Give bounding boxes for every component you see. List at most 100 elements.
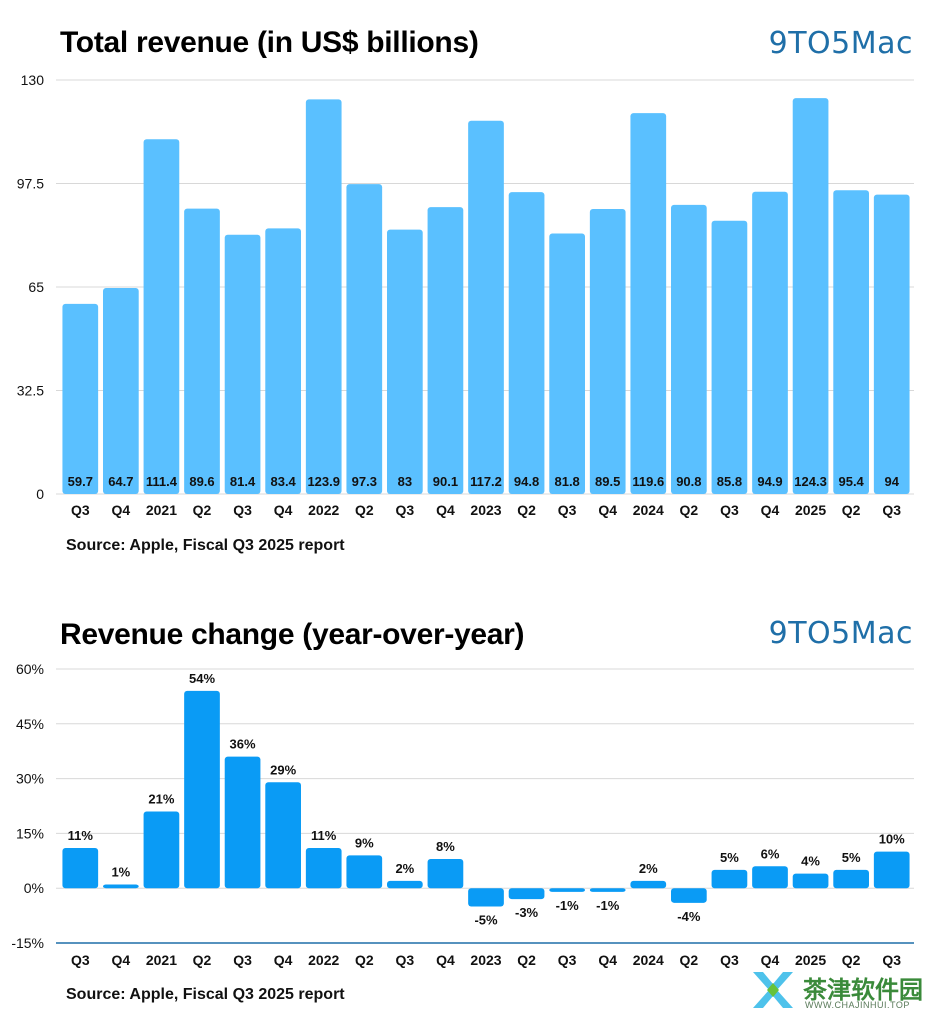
data-label: 81.4 [230,474,256,489]
brand-logo: 9TO5Mac [768,616,913,651]
data-label: 11% [311,828,337,843]
y-tick-label: 32.5 [17,383,44,399]
y-tick-label: 97.5 [17,176,44,192]
x-tick-label: Q3 [71,952,90,968]
data-label: 29% [270,762,296,777]
data-label: 2% [639,861,658,876]
x-tick-label: Q3 [558,502,577,518]
bar [103,287,139,494]
data-label: 83.4 [270,474,296,489]
yoy-bar-chart: -15% 0% 15% 30% 45% 60% 11% Q3 1% Q4 21% 2021 54% Q2 3… [11,661,914,968]
bar [62,848,99,889]
x-tick-label: Q4 [598,952,617,968]
data-label: 81.8 [554,474,579,489]
data-label: 64.7 [108,474,133,489]
y-tick-label: 0 [36,486,44,502]
watermark: 茶津软件园 WWW.CHAJINHUI.TOP [749,966,931,1016]
x-tick-label: Q4 [598,502,617,518]
data-label: 54% [189,671,215,686]
y-tick-label: 45% [16,716,44,732]
data-label: 4% [801,854,820,869]
data-label: 94.9 [757,474,782,489]
y-tick-label: -15% [11,935,44,951]
x-tick-label: Q3 [233,952,252,968]
data-label: -5% [474,912,498,927]
bar [387,880,423,889]
data-label: 5% [720,850,739,865]
data-label: 36% [230,737,256,752]
data-label: -1% [596,898,620,913]
bar [549,233,585,494]
data-label: 94 [884,474,899,489]
bar [143,811,180,889]
x-tick-label: Q3 [720,952,739,968]
x-tick-label: Q3 [882,952,901,968]
x-tick-label: Q4 [761,952,780,968]
watermark-text: 茶津软件园 [803,976,923,1004]
data-label: -3% [515,905,539,920]
bar [711,220,748,494]
x-tick-label: 2023 [470,952,501,968]
source-note: Source: Apple, Fiscal Q3 2025 report [66,986,345,1003]
yoy-chart-panel: Revenue change (year-over-year) 9TO5Mac … [0,590,949,1024]
data-label: -4% [677,909,701,924]
data-label: 90.8 [676,474,701,489]
bar [833,869,869,889]
data-label: 119.6 [632,474,664,489]
bar [62,303,99,494]
bar [265,228,301,494]
x-tick-label: 2021 [146,952,177,968]
x-tick-label: Q4 [436,952,455,968]
x-tick-label: 2022 [308,502,339,518]
data-label: 123.9 [307,474,340,489]
bar [873,194,910,494]
data-label: 59.7 [68,474,93,489]
bar [630,880,667,889]
x-tick-label: Q2 [193,502,212,518]
source-note: Source: Apple, Fiscal Q3 2025 report [66,537,345,554]
x-tick-label: Q2 [517,952,536,968]
bar [224,756,261,889]
data-label: 8% [436,839,455,854]
data-label: 5% [842,850,861,865]
brand-logo: 9TO5Mac [768,26,913,61]
x-tick-label: Q4 [274,502,293,518]
bar [143,139,180,495]
y-tick-label: 130 [21,72,45,88]
data-label: 83 [398,474,412,489]
y-tick-label: 60% [16,661,44,677]
x-tick-label: Q4 [436,502,455,518]
data-label: 10% [879,832,905,847]
data-label: 124.3 [794,474,827,489]
bar [671,888,707,903]
data-label: 111.4 [146,474,178,489]
bar [549,888,585,892]
data-label: 11% [68,828,94,843]
x-tick-label: Q2 [517,502,536,518]
data-label: 117.2 [470,474,502,489]
bar [427,858,464,889]
bar [792,873,829,889]
data-label: 6% [761,846,780,861]
x-tick-label: Q3 [396,502,415,518]
bar [224,234,261,494]
revenue-chart-panel: Total revenue (in US$ billions) 9TO5Mac … [17,26,914,554]
chart-title: Total revenue (in US$ billions) [60,26,479,59]
x-tick-label: Q2 [680,502,699,518]
bar [305,99,342,495]
x-tick-label: Q4 [112,952,131,968]
watermark-logo-icon [753,972,793,1008]
x-tick-label: Q3 [71,502,90,518]
y-tick-label: 0% [24,880,44,896]
bar [346,184,383,495]
x-tick-label: Q4 [761,502,780,518]
data-label: 85.8 [717,474,742,489]
x-tick-label: Q2 [193,952,212,968]
data-label: 89.5 [595,474,620,489]
bar [752,866,788,889]
bar [508,888,545,900]
bar [752,191,788,494]
bar [792,98,829,494]
y-tick-label: 30% [16,771,44,787]
x-tick-label: Q3 [233,502,252,518]
